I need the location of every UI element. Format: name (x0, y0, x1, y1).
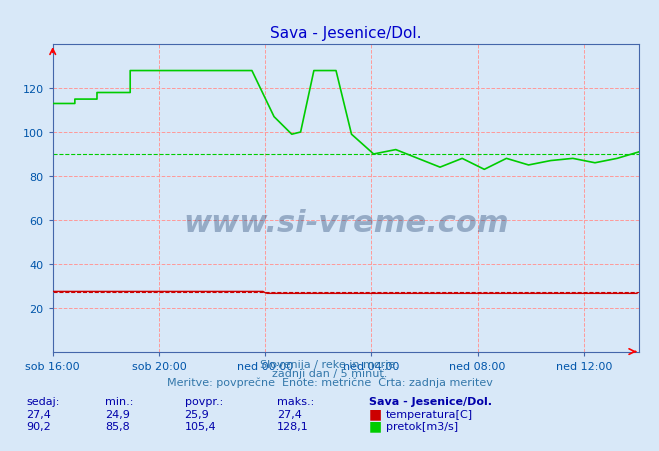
Text: Sava - Jesenice/Dol.: Sava - Jesenice/Dol. (369, 396, 492, 405)
Title: Sava - Jesenice/Dol.: Sava - Jesenice/Dol. (270, 26, 422, 41)
Text: temperatura[C]: temperatura[C] (386, 409, 473, 419)
Text: Slovenija / reke in morje.: Slovenija / reke in morje. (260, 359, 399, 369)
Text: ■: ■ (369, 406, 382, 420)
Text: 27,4: 27,4 (277, 409, 302, 419)
Text: sedaj:: sedaj: (26, 396, 60, 405)
Text: Meritve: povprečne  Enote: metrične  Črta: zadnja meritev: Meritve: povprečne Enote: metrične Črta:… (167, 376, 492, 387)
Text: www.si-vreme.com: www.si-vreme.com (183, 208, 509, 237)
Text: maks.:: maks.: (277, 396, 314, 405)
Text: 25,9: 25,9 (185, 409, 210, 419)
Text: pretok[m3/s]: pretok[m3/s] (386, 421, 457, 431)
Text: 85,8: 85,8 (105, 421, 130, 431)
Text: ■: ■ (369, 419, 382, 433)
Text: 90,2: 90,2 (26, 421, 51, 431)
Text: zadnji dan / 5 minut.: zadnji dan / 5 minut. (272, 368, 387, 378)
Text: 128,1: 128,1 (277, 421, 308, 431)
Text: 105,4: 105,4 (185, 421, 216, 431)
Text: min.:: min.: (105, 396, 134, 405)
Text: 24,9: 24,9 (105, 409, 130, 419)
Text: povpr.:: povpr.: (185, 396, 223, 405)
Text: 27,4: 27,4 (26, 409, 51, 419)
